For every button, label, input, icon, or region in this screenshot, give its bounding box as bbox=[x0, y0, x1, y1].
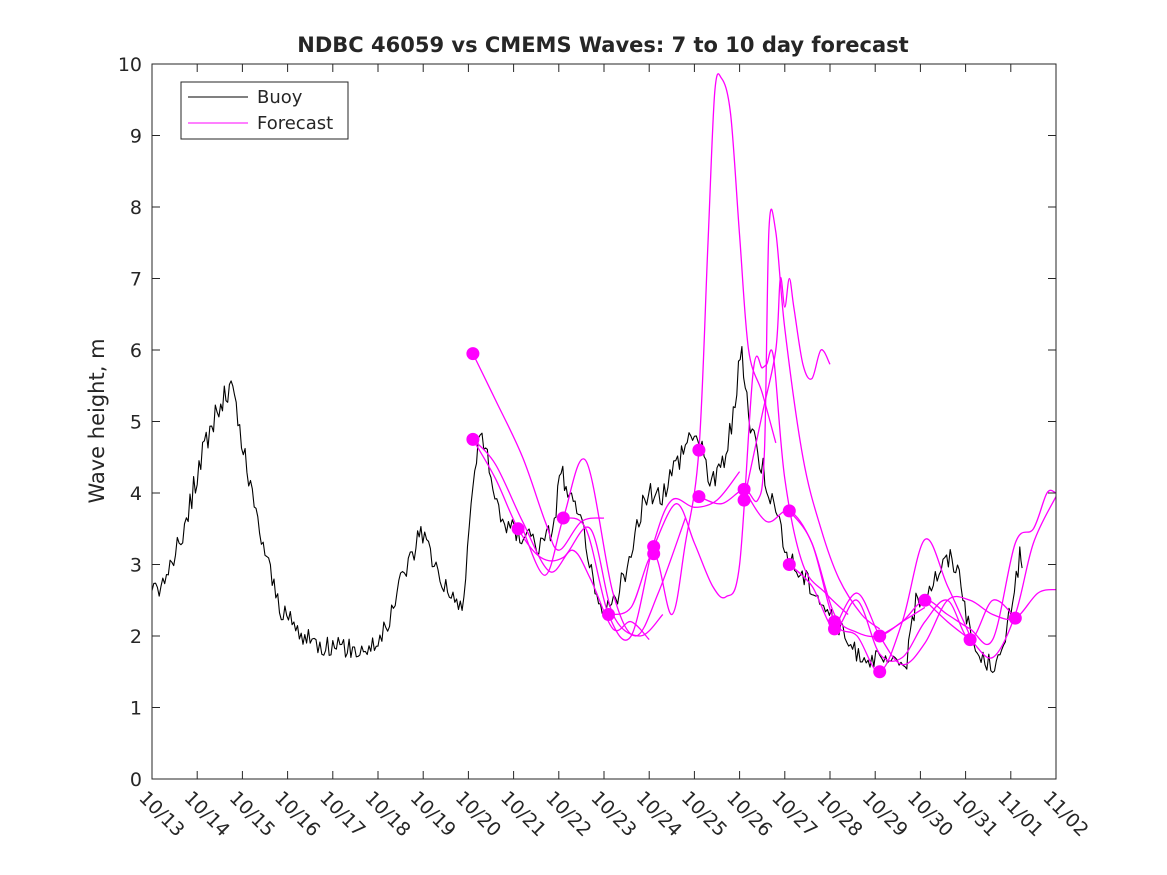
x-tick-label: 10/28 bbox=[812, 787, 866, 841]
legend: Buoy Forecast bbox=[180, 81, 349, 140]
forecast-marker bbox=[873, 665, 887, 679]
x-tick-label: 10/17 bbox=[315, 787, 369, 841]
forecast-line bbox=[608, 73, 777, 616]
x-tick-label: 11/01 bbox=[993, 787, 1047, 841]
legend-box bbox=[180, 81, 349, 140]
y-tick-label: 1 bbox=[130, 698, 142, 720]
forecast-marker bbox=[511, 522, 525, 536]
forecast-marker bbox=[828, 615, 841, 629]
x-tick-label: 10/16 bbox=[270, 787, 324, 841]
forecast-marker bbox=[737, 482, 751, 496]
x-tick-label: 10/31 bbox=[948, 787, 1002, 841]
forecast-line bbox=[879, 489, 1057, 646]
forecast-marker bbox=[556, 511, 570, 525]
x-tick-labels: 10/1310/1410/1510/1610/1710/1810/1910/20… bbox=[134, 787, 1092, 841]
legend-forecast-label: Forecast bbox=[257, 113, 333, 134]
forecast-line bbox=[743, 277, 831, 501]
x-tick-label: 10/30 bbox=[903, 787, 957, 841]
forecast-marker bbox=[782, 504, 796, 518]
x-tick-label: 10/18 bbox=[360, 787, 414, 841]
chart-title: NDBC 46059 vs CMEMS Waves: 7 to 10 day f… bbox=[297, 33, 908, 57]
x-tick-label: 10/13 bbox=[134, 787, 188, 841]
forecast-marker bbox=[466, 432, 480, 446]
y-tick-label: 8 bbox=[130, 197, 142, 219]
x-tick-label: 11/02 bbox=[1038, 787, 1092, 841]
x-tick-label: 10/27 bbox=[767, 787, 821, 841]
forecast-line bbox=[788, 564, 1016, 662]
y-tick-label: 10 bbox=[118, 54, 142, 76]
y-tick-label: 2 bbox=[130, 626, 142, 648]
x-tick-label: 10/29 bbox=[858, 787, 912, 841]
forecast-marker bbox=[782, 558, 796, 571]
y-tick-label: 4 bbox=[130, 483, 142, 505]
x-tick-label: 10/22 bbox=[541, 787, 595, 841]
forecast-marker bbox=[692, 443, 706, 457]
x-tick-label: 10/23 bbox=[586, 787, 640, 841]
x-tick-label: 10/20 bbox=[451, 787, 505, 841]
y-tick-label: 5 bbox=[130, 412, 142, 434]
forecast-marker bbox=[466, 347, 480, 361]
forecast-marker bbox=[737, 493, 751, 507]
x-tick-label: 10/21 bbox=[496, 787, 550, 841]
y-tick-label: 9 bbox=[130, 126, 142, 148]
forecast-line bbox=[924, 496, 1057, 659]
y-tick-label: 7 bbox=[130, 269, 142, 291]
x-tick-label: 10/15 bbox=[225, 787, 279, 841]
forecast-line bbox=[522, 458, 687, 637]
forecast-line bbox=[653, 349, 849, 615]
plot-background bbox=[152, 64, 1056, 779]
forecast-markers bbox=[466, 347, 1022, 679]
forecast-marker bbox=[1008, 611, 1022, 625]
forecast-marker bbox=[963, 633, 977, 647]
y-tick-labels: 0 1 2 3 4 5 6 7 8 9 10 bbox=[118, 54, 142, 791]
y-tick-label: 6 bbox=[130, 340, 142, 362]
y-tick-label: 3 bbox=[130, 555, 142, 577]
forecast-marker bbox=[873, 629, 887, 643]
forecast-marker bbox=[692, 490, 706, 504]
x-tick-label: 10/24 bbox=[632, 787, 686, 841]
y-axis-label: Wave height, m bbox=[85, 338, 109, 503]
forecast-marker bbox=[918, 593, 932, 607]
x-tick-label: 10/26 bbox=[722, 787, 776, 841]
x-tick-label: 10/14 bbox=[180, 787, 234, 841]
legend-buoy-label: Buoy bbox=[257, 87, 303, 108]
axis-ticks bbox=[151, 63, 1057, 780]
x-tick-label: 10/19 bbox=[406, 787, 460, 841]
x-tick-label: 10/25 bbox=[677, 787, 731, 841]
forecast-line bbox=[472, 438, 650, 641]
forecast-marker bbox=[602, 608, 615, 621]
forecast-line bbox=[833, 588, 1057, 666]
y-tick-label: 0 bbox=[130, 769, 142, 791]
forecast-marker bbox=[647, 540, 661, 554]
